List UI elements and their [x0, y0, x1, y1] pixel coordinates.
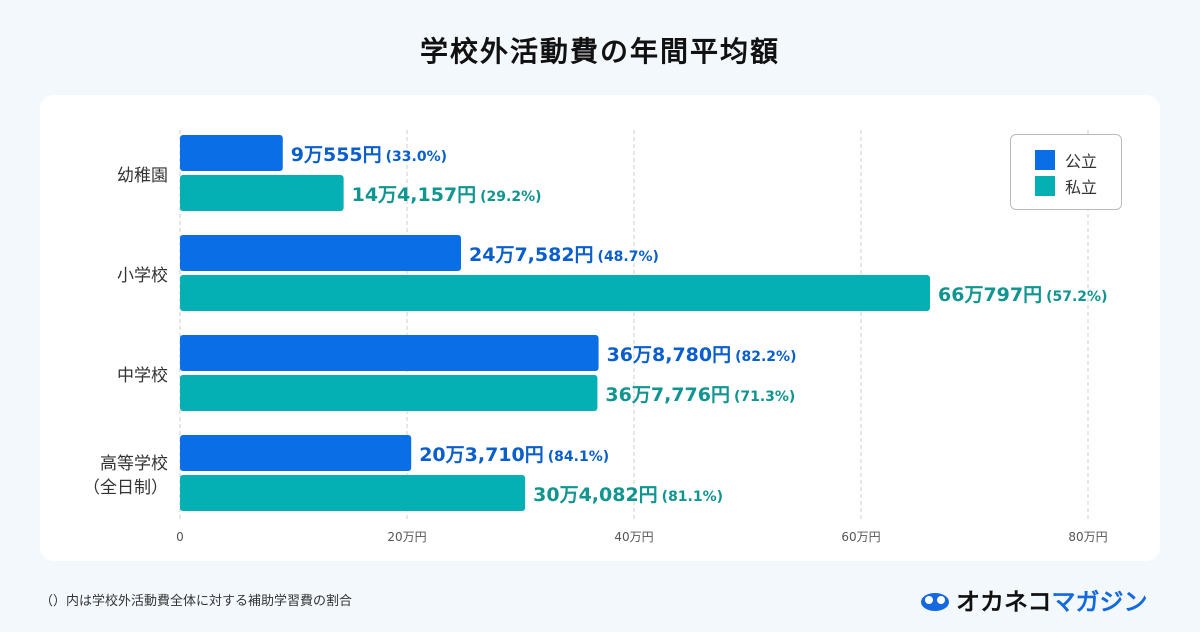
data-label: 14万4,157円 (29.2%) [352, 184, 542, 206]
x-tick-label: 80万円 [1068, 530, 1107, 544]
data-label: 24万7,582円 (48.7%) [469, 244, 659, 266]
data-label: 20万3,710円 (84.1%) [419, 444, 609, 466]
legend-swatch [1035, 176, 1055, 196]
logo: オカネコ マガジン [920, 582, 1148, 617]
legend-swatch [1035, 150, 1055, 170]
x-tick-label: 0 [176, 530, 184, 544]
legend-item-private: 私立 [1035, 173, 1121, 199]
bar-public [180, 335, 599, 371]
legend-label: 私立 [1065, 178, 1098, 197]
legend-label: 公立 [1065, 152, 1098, 171]
data-label: 30万4,082円 (81.1%) [533, 484, 723, 506]
bar-public [180, 235, 462, 271]
x-tick-label: 20万円 [387, 530, 426, 544]
data-label: 36万7,776円 (71.3%) [605, 384, 795, 406]
legend: 公立 私立 [1010, 134, 1122, 210]
bar-public [180, 435, 412, 471]
bar-private [180, 475, 526, 511]
chart-title: 学校外活動費の年間平均額 [419, 35, 780, 68]
data-label: 66万797円 (57.2%) [938, 284, 1107, 306]
category-label: 小学校 [117, 266, 168, 286]
bar-private [180, 175, 344, 211]
logo-text-sub: マガジン [1051, 588, 1148, 616]
category-label: （全日制） [83, 478, 168, 498]
x-tick-label: 60万円 [841, 530, 880, 544]
logo-icon [921, 592, 949, 611]
legend-item-public: 公立 [1035, 147, 1121, 173]
logo-text: オカネコ [956, 588, 1052, 616]
data-label: 9万555円 (33.0%) [291, 144, 447, 166]
category-label: 中学校 [117, 366, 168, 386]
bar-private [180, 275, 931, 311]
x-tick-label: 40万円 [614, 530, 653, 544]
bar-chart: 0 20万円 40万円 60万円 80万円 幼稚園 9万555円 (33.0%) 14万4,15… [83, 130, 1108, 544]
footnote: （）内は学校外活動費全体に対する補助学習費の割合 [40, 594, 353, 609]
data-label: 36万8,780円 (82.2%) [607, 344, 797, 366]
bar-public [180, 135, 283, 171]
category-label: 高等学校 [100, 454, 168, 474]
category-label: 幼稚園 [117, 166, 168, 186]
chart-card: 0 20万円 40万円 60万円 80万円 幼稚園 9万555円 (33.0%) 14万4,15… [40, 95, 1160, 561]
bar-private [180, 375, 598, 411]
